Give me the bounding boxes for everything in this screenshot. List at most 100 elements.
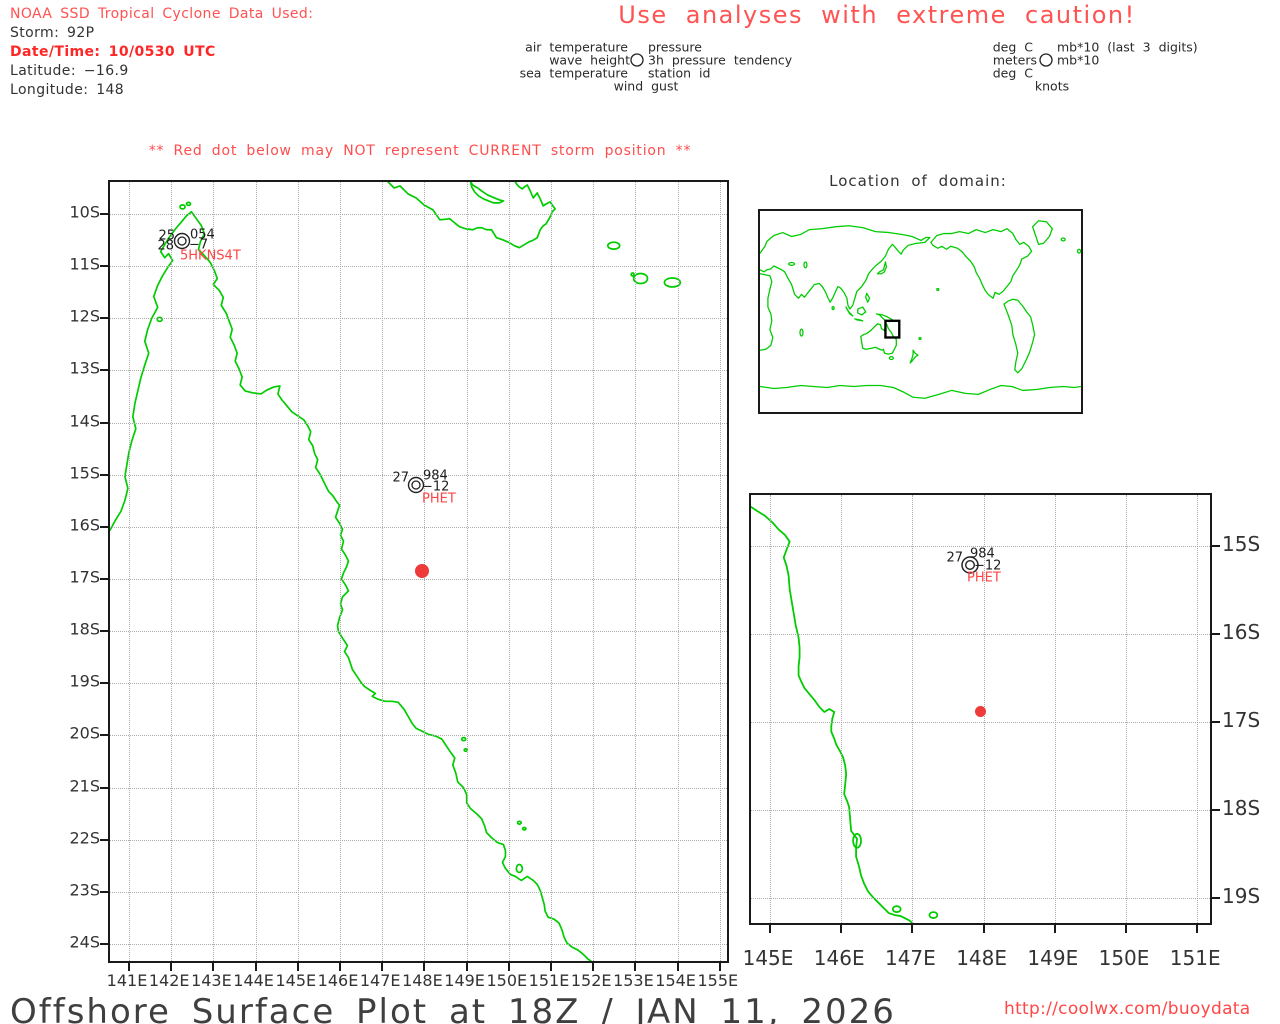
axis-tick <box>212 963 215 971</box>
axis-tick <box>100 734 108 737</box>
axis-tick <box>339 963 341 971</box>
axis-label: 17S <box>69 567 100 587</box>
axis-label: 14S <box>69 411 100 431</box>
axis-label: 149E <box>1027 946 1079 970</box>
station-phet-id: PHET <box>422 491 456 507</box>
gridline-horizontal <box>110 474 727 476</box>
station-phet-zoom-air-temp: 27 <box>946 550 963 566</box>
storm-position-dot-main <box>415 564 429 578</box>
axis-label: 23S <box>69 880 100 900</box>
axis-label: 144E <box>233 971 274 990</box>
axis-label: 17S <box>1222 708 1261 732</box>
axis-label: 155E <box>697 971 739 990</box>
zoom-map-coastline-svg <box>751 505 939 923</box>
storm-latitude: Latitude: −16.9 <box>10 63 129 79</box>
gridline-vertical <box>1197 495 1199 923</box>
axis-label: 150E <box>486 971 528 990</box>
axis-label: 142E <box>148 971 190 990</box>
domain-location-box <box>884 319 901 339</box>
axis-tick <box>381 963 384 971</box>
axis-tick <box>550 963 552 971</box>
axis-tick <box>100 317 108 320</box>
caution-banner: Use analyses with extreme caution! <box>618 1 1136 29</box>
legend-unit-knots: knots <box>1034 78 1070 94</box>
gridline-vertical <box>1054 495 1056 923</box>
gridline-horizontal <box>110 735 727 737</box>
gridline-horizontal <box>110 370 727 372</box>
axis-label: 149E <box>444 971 485 990</box>
axis-label: 22S <box>69 828 100 848</box>
axis-tick <box>1212 545 1220 547</box>
axis-label: 148E <box>956 946 1007 970</box>
axis-label: 19S <box>69 671 100 691</box>
axis-label: 20S <box>69 723 100 743</box>
gridline-horizontal <box>110 839 727 841</box>
axis-tick <box>592 963 595 971</box>
station-hkns4t-sea-temp: 28 <box>157 238 174 254</box>
axis-tick <box>100 786 108 789</box>
gridline-vertical <box>677 182 679 961</box>
axis-label: 15S <box>69 463 100 483</box>
station-circle-phet-main <box>407 476 425 494</box>
legend-air-temperature: air temperature <box>525 39 628 55</box>
axis-tick <box>254 963 257 971</box>
axis-tick <box>769 925 771 933</box>
legend-unit-mb10-last3: mb*10 (last 3 digits) <box>1057 39 1198 55</box>
legend-unit-degc-1: deg C <box>992 39 1033 55</box>
axis-tick <box>100 213 108 215</box>
axis-label: 145E <box>742 946 794 970</box>
station-hkns4t-air-temp: 25 <box>158 228 175 244</box>
plot-title: Offshore Surface Plot at 18Z / JAN 11, 2… <box>10 992 896 1024</box>
axis-tick <box>100 682 108 685</box>
gridline-horizontal <box>751 810 1210 811</box>
station-hkns4t-pressure: 054 <box>190 227 215 243</box>
station-phet-air-temp: 27 <box>392 470 409 486</box>
axis-tick <box>100 525 108 528</box>
axis-tick <box>128 963 130 971</box>
storm-position-warning: ** Red dot below may NOT represent CURRE… <box>148 143 692 159</box>
gridline-horizontal <box>110 214 727 215</box>
axis-tick <box>676 963 679 971</box>
storm-position-dot-zoom <box>975 706 986 717</box>
axis-tick <box>1212 633 1220 635</box>
station-phet-zoom-tendency: −12 <box>974 558 1002 574</box>
gridline-horizontal <box>110 578 727 580</box>
station-phet-zoom-pressure: 984 <box>970 546 995 562</box>
axis-tick <box>100 577 108 580</box>
gridline-vertical <box>770 495 771 923</box>
axis-tick <box>100 421 108 424</box>
legend-wave-height: wave height <box>549 52 630 68</box>
gridline-vertical <box>912 495 914 923</box>
gridline-horizontal <box>110 526 727 528</box>
station-circle-hkns4t <box>173 232 191 250</box>
axis-label: 150E <box>1098 946 1150 970</box>
axis-label: 12S <box>69 306 100 326</box>
gridline-vertical <box>213 182 215 961</box>
station-phet-pressure: 984 <box>423 468 448 484</box>
axis-tick <box>1125 925 1127 933</box>
legend-sea-temperature: sea temperature <box>519 65 628 81</box>
axis-label: 148E <box>402 971 443 990</box>
legend-unit-mb10: mb*10 <box>1057 52 1100 68</box>
station-circle-phet-zoom <box>961 556 979 574</box>
axis-tick <box>100 838 108 841</box>
axis-label: 24S <box>69 932 100 952</box>
gridline-vertical <box>635 182 637 961</box>
gridline-horizontal <box>110 422 727 424</box>
gridline-vertical <box>129 182 130 961</box>
axis-tick <box>634 963 637 971</box>
source-url: http://coolwx.com/buoydata <box>1004 999 1251 1019</box>
axis-tick <box>100 369 108 372</box>
gridline-horizontal <box>110 943 727 945</box>
legend-pressure-tendency: 3h pressure tendency <box>648 52 793 68</box>
axis-tick <box>982 925 985 933</box>
legend-wind-gust: wind gust <box>613 78 679 94</box>
storm-longitude: Longitude: 148 <box>10 82 125 98</box>
gridline-horizontal <box>110 891 727 893</box>
station-phet-tendency: −12 <box>422 479 450 495</box>
station-hkns4t-id: 5HKNS4T <box>180 248 241 264</box>
axis-label: 152E <box>570 971 612 990</box>
axis-label: 151E <box>528 971 570 990</box>
storm-id: Storm: 92P <box>10 25 95 41</box>
axis-tick <box>840 925 843 933</box>
